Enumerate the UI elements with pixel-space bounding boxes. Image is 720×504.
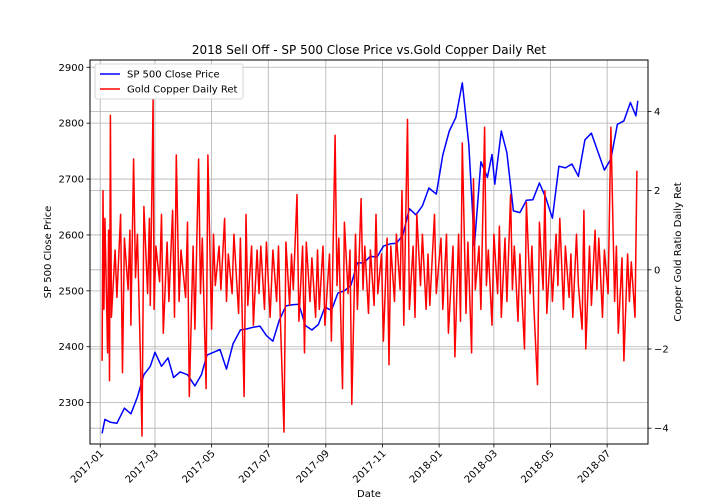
y2-tick-label: 2 — [654, 186, 660, 197]
x-tick-label: 2017-07 — [237, 448, 274, 485]
y-axis-title-right: Copper Gold Ratio Daily Ret — [673, 182, 684, 321]
chart-title: 2018 Sell Off - SP 500 Close Price vs.Go… — [192, 43, 547, 57]
x-tick-label: 2017-03 — [124, 448, 161, 485]
series-line-gold-copper-ret — [101, 98, 638, 437]
y-axis-left: 2300 2400 2500 2600 2700 2800 2900 — [59, 63, 90, 409]
y2-tick-label: 0 — [654, 265, 660, 276]
x-axis-title: Date — [357, 489, 381, 500]
x-tick-label: 2018-05 — [519, 448, 556, 485]
x-axis: 2017-01 2017-03 2017-05 2017-07 2017-09 2017-… — [69, 444, 613, 486]
y-axis-right: −4 −2 0 2 4 — [648, 107, 669, 435]
y2-tick-label: 4 — [654, 107, 660, 118]
y-tick-label: 2500 — [59, 286, 84, 297]
legend-label: SP 500 Close Price — [127, 70, 220, 81]
x-tick-label: 2017-09 — [295, 448, 332, 485]
x-tick-label: 2018-03 — [463, 448, 500, 485]
y-axis-title-left: SP 500 Close Price — [43, 206, 54, 299]
x-tick-label: 2017-05 — [180, 448, 217, 485]
y-tick-label: 2600 — [59, 230, 84, 241]
plot-area — [101, 82, 639, 437]
y2-tick-label: −4 — [654, 424, 669, 435]
y-tick-label: 2700 — [59, 175, 84, 186]
y-tick-label: 2300 — [59, 398, 84, 409]
y2-tick-label: −2 — [654, 344, 669, 355]
legend: SP 500 Close Price Gold Copper Daily Ret — [94, 63, 244, 100]
x-tick-label: 2018-07 — [576, 448, 613, 485]
x-tick-label: 2018-01 — [408, 448, 445, 485]
plot-frame — [89, 59, 649, 445]
y-tick-label: 2900 — [59, 63, 84, 74]
legend-box — [94, 63, 244, 100]
x-tick-label: 2017-11 — [351, 448, 388, 485]
y-tick-label: 2400 — [59, 342, 84, 353]
x-tick-label: 2017-01 — [69, 448, 106, 485]
y-tick-label: 2800 — [59, 119, 84, 130]
legend-label: Gold Copper Daily Ret — [127, 85, 238, 96]
